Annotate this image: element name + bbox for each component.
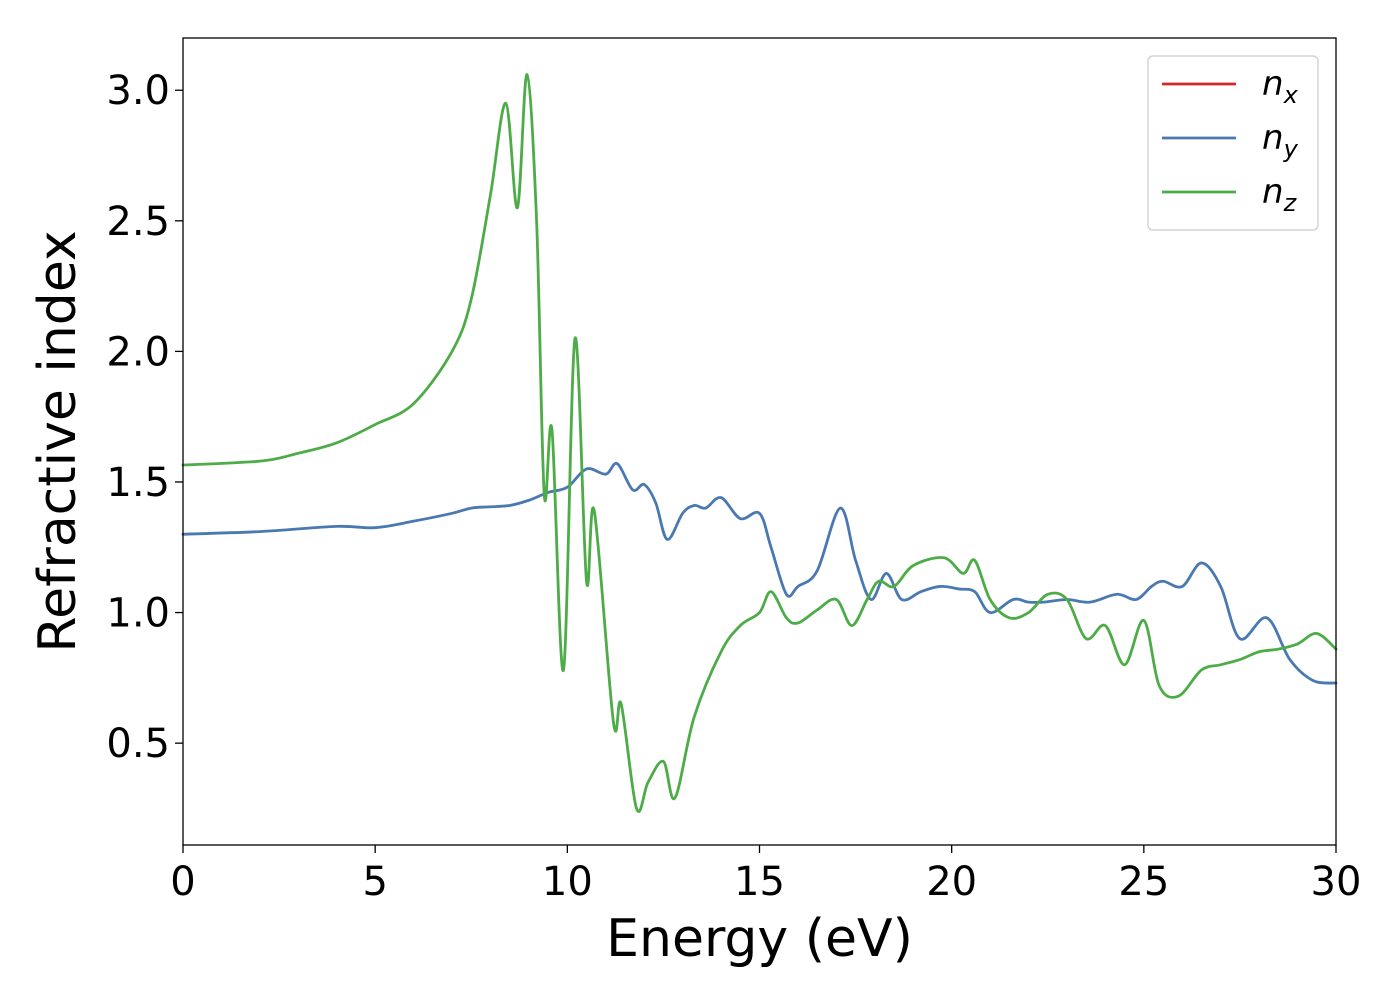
y-tick-label: 0.5 xyxy=(106,721,170,767)
x-tick-label: 10 xyxy=(542,859,593,905)
y-axis-title: Refractive index xyxy=(28,230,88,652)
x-axis-title: Energy (eV) xyxy=(606,909,913,969)
tick-layer: 0 5 10 15 20 25 30 0.5 1.0 1.5 2.0 2.5 3.0 xyxy=(106,68,1361,905)
y-tick-label: 2.5 xyxy=(106,199,170,245)
x-tick-label: 5 xyxy=(362,859,387,905)
x-tick-label: 30 xyxy=(1311,859,1362,905)
series-layer xyxy=(181,73,1338,813)
x-tick-label: 15 xyxy=(734,859,785,905)
x-tick-label: 20 xyxy=(926,859,977,905)
y-tick-label: 1.0 xyxy=(106,591,170,637)
y-tick-label: 2.0 xyxy=(106,329,170,375)
y-tick-label: 3.0 xyxy=(106,68,170,114)
x-tick-label: 0 xyxy=(170,859,195,905)
legend-box xyxy=(1147,55,1319,231)
y-tick-label: 1.5 xyxy=(106,460,170,506)
plot-area xyxy=(183,38,1336,845)
series-line-n-y xyxy=(181,461,1338,685)
series-line-n-z xyxy=(181,73,1338,813)
x-tick-label: 25 xyxy=(1118,859,1169,905)
plot-frame xyxy=(182,37,1337,846)
legend-label-n-z: nz xyxy=(1262,172,1298,217)
